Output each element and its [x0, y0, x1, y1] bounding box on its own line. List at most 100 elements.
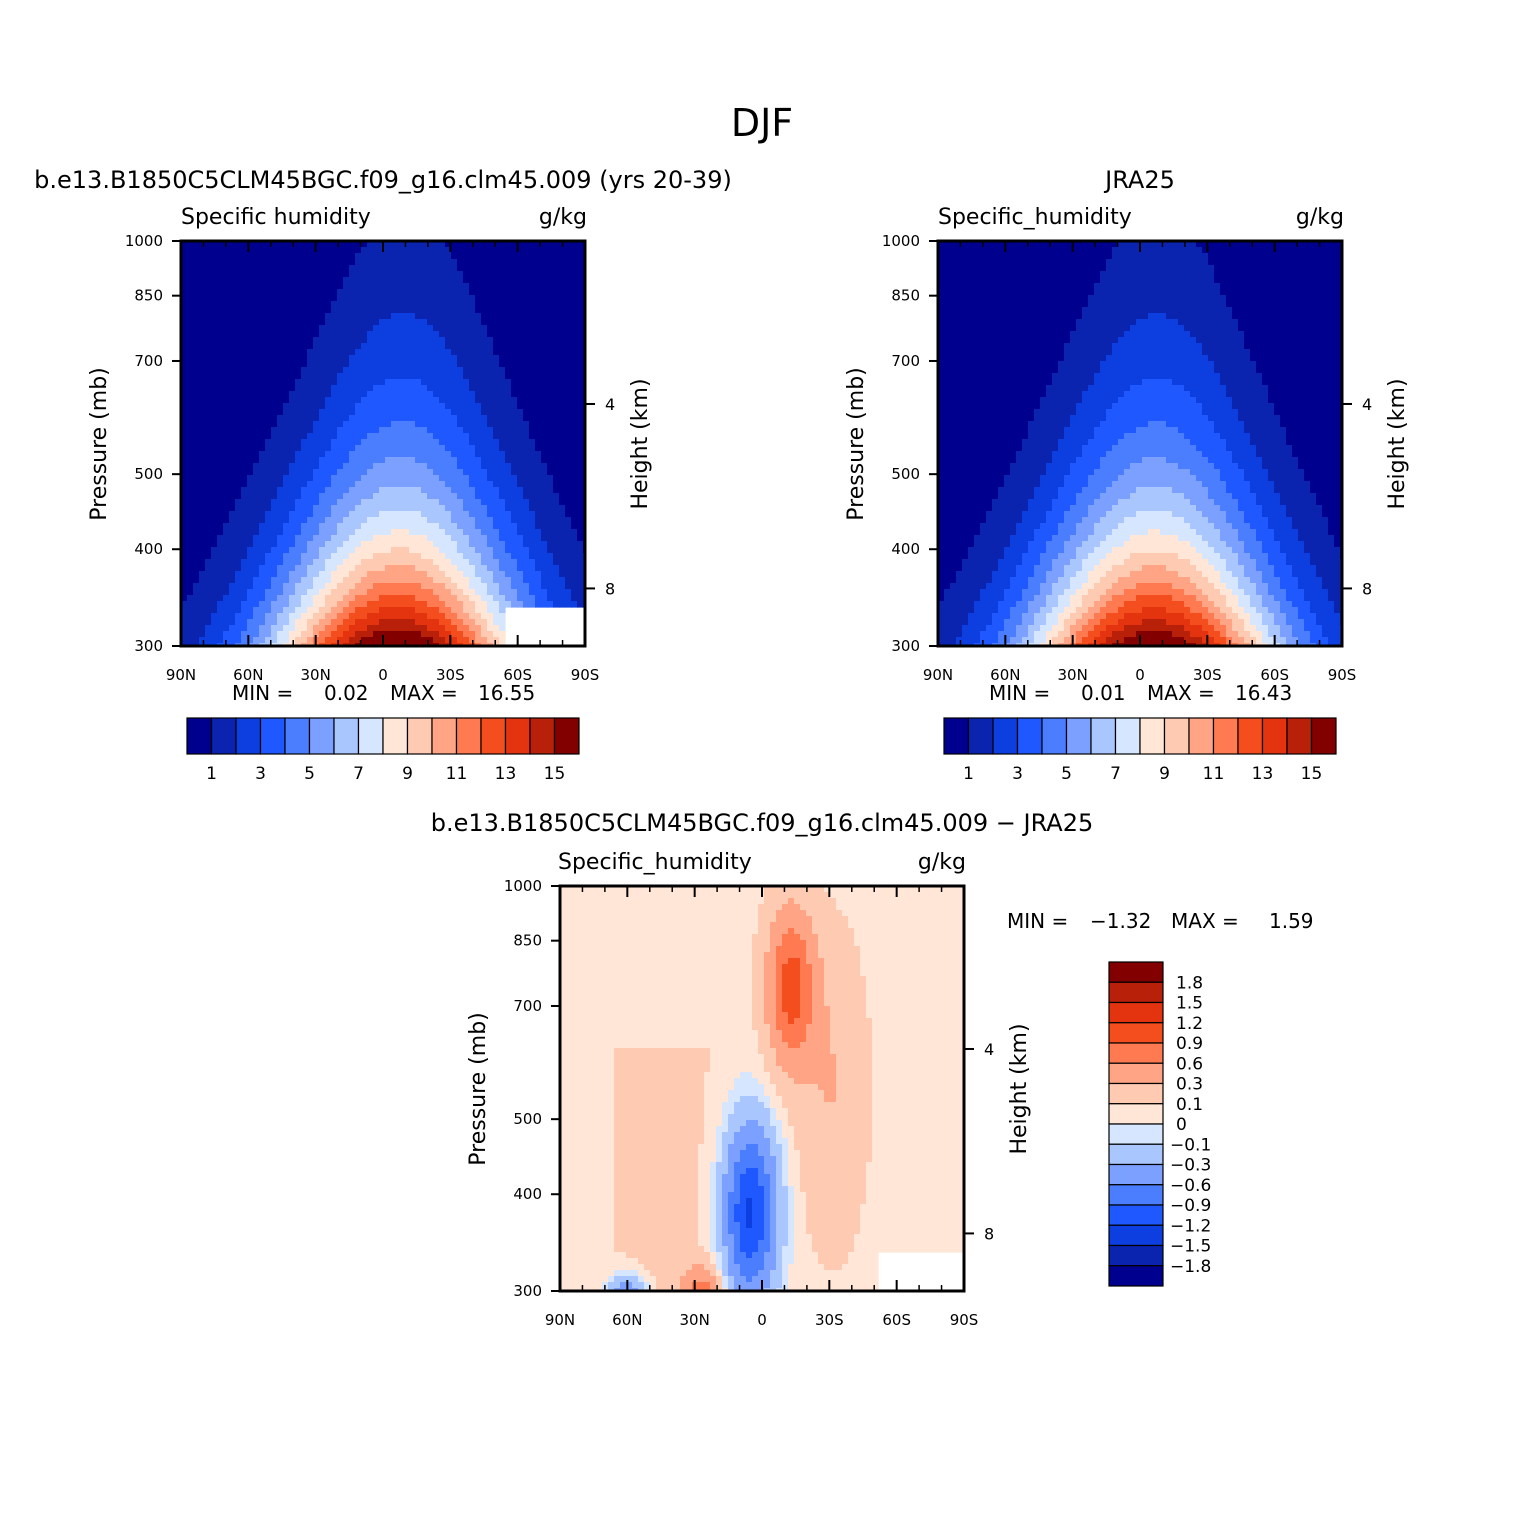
panel-model-field-cell [283, 517, 290, 524]
panel-model-field-cell [325, 541, 332, 548]
panel-obs-field-cell [1280, 259, 1287, 266]
panel-model-field-cell [187, 325, 194, 332]
panel-model-field-cell [241, 637, 248, 644]
panel-model-field-cell [523, 271, 530, 278]
panel-model-field-cell [313, 373, 320, 380]
panel-model-field-cell [271, 505, 278, 512]
panel-model-field-cell [319, 415, 326, 422]
panel-model-field-cell [577, 247, 584, 254]
panel-model-field-cell [331, 637, 338, 644]
panel-model-field-cell [295, 367, 302, 374]
panel-model-field-cell [367, 289, 374, 296]
panel-model-field-cell [211, 253, 218, 260]
panel-obs-field-cell [1142, 265, 1149, 272]
panel-model-field-cell [463, 457, 470, 464]
panel-model-field-cell [343, 631, 350, 638]
panel-model-field-cell [433, 337, 440, 344]
panel-model-field-cell [577, 355, 584, 362]
panel-model-field-cell [205, 601, 212, 608]
panel-model-field-cell [271, 481, 278, 488]
panel-model-field-cell [445, 529, 452, 536]
panel-model-field-cell [475, 409, 482, 416]
panel-model-field-cell [529, 547, 536, 554]
panel-obs-field-cell [1022, 271, 1029, 278]
panel-model-field-cell [217, 265, 224, 272]
panel-model-field-cell [469, 313, 476, 320]
panel-model-colorbar-box [308, 717, 335, 755]
panel-obs-field-cell [1280, 265, 1287, 272]
panel-model-field-cell [385, 529, 392, 536]
panel-model-field-cell [391, 409, 398, 416]
panel-model-field-cell [397, 391, 404, 398]
panel-model-colorbar-label: 13 [495, 764, 517, 784]
panel-model-field-cell [229, 385, 236, 392]
panel-model-field-cell [295, 547, 302, 554]
panel-model-field-cell [367, 445, 374, 452]
panel-model-field-cell [577, 319, 584, 326]
panel-model-field-cell [343, 307, 350, 314]
panel-model-field-cell [523, 589, 530, 596]
panel-model-field-cell [571, 253, 578, 260]
panel-model-field-cell [319, 253, 326, 260]
panel-model-field-cell [409, 499, 416, 506]
panel-model-field-cell [331, 367, 338, 374]
panel-model-field-cell [487, 397, 494, 404]
panel-model-field-cell [187, 391, 194, 398]
panel-model-field-cell [499, 571, 506, 578]
panel-model-field-cell [511, 295, 518, 302]
panel-obs-field-cell [1232, 241, 1239, 248]
panel-model-field-cell [271, 547, 278, 554]
panel-model-field-cell [355, 397, 362, 404]
panel-model-field-cell [469, 625, 476, 632]
panel-model-field-cell [463, 601, 470, 608]
panel-model-field-cell [547, 433, 554, 440]
panel-model-field-cell [523, 427, 530, 434]
panel-model-field-cell [193, 469, 200, 476]
panel-model-field-cell [241, 481, 248, 488]
panel-model-field-cell [487, 469, 494, 476]
panel-model-field-cell [247, 403, 254, 410]
panel-model-field-cell [313, 493, 320, 500]
panel-model-field-cell [565, 241, 572, 248]
panel-model-field-cell [397, 319, 404, 326]
panel-model-field-cell [535, 493, 542, 500]
panel-model-field-cell [463, 265, 470, 272]
panel-model-field-cell [439, 547, 446, 554]
panel-model-field-cell [385, 469, 392, 476]
panel-model-field-cell [313, 445, 320, 452]
panel-model-field-cell [337, 469, 344, 476]
panel-model-field-cell [253, 607, 260, 614]
panel-model-field-cell [427, 439, 434, 446]
panel-model-field-cell [211, 259, 218, 266]
panel-model-field-cell [457, 601, 464, 608]
panel-obs-field-cell [1226, 265, 1233, 272]
panel-model-field-cell [373, 565, 380, 572]
panel-model-field-cell [403, 595, 410, 602]
panel-model-field-cell [397, 427, 404, 434]
panel-model-field-cell [475, 271, 482, 278]
panel-model-field-cell [475, 385, 482, 392]
panel-model-field-cell [331, 379, 338, 386]
panel-model-field-cell [181, 463, 188, 470]
panel-model-field-cell [553, 559, 560, 566]
panel-model-field-cell [463, 391, 470, 398]
panel-model-field-cell [505, 289, 512, 296]
panel-model-field-cell [283, 241, 290, 248]
panel-model-field-cell [499, 595, 506, 602]
panel-obs-field-cell [944, 259, 951, 266]
panel-model-field-cell [547, 505, 554, 512]
panel-model-field-cell [457, 241, 464, 248]
panel-model-field-cell [181, 523, 188, 530]
panel-model-field-cell [205, 445, 212, 452]
panel-model-field-cell [505, 529, 512, 536]
panel-model-field-cell [433, 577, 440, 584]
panel-model-field-cell [283, 247, 290, 254]
panel-model-field-cell [241, 337, 248, 344]
panel-model-field-cell [475, 445, 482, 452]
panel-model-field-cell [439, 349, 446, 356]
panel-model-field-cell [421, 379, 428, 386]
panel-model-field-cell [295, 427, 302, 434]
panel-model-field-cell [187, 571, 194, 578]
panel-model-field-cell [301, 283, 308, 290]
panel-model-field-cell [217, 475, 224, 482]
